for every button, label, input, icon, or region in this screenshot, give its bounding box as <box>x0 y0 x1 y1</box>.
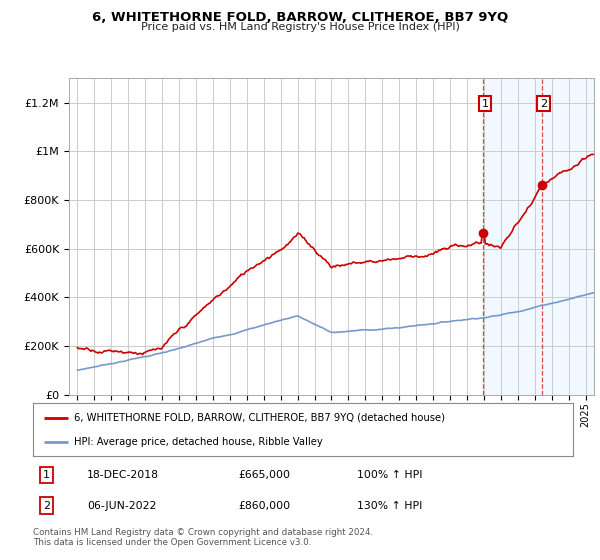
Text: 2: 2 <box>540 99 547 109</box>
Text: 6, WHITETHORNE FOLD, BARROW, CLITHEROE, BB7 9YQ: 6, WHITETHORNE FOLD, BARROW, CLITHEROE, … <box>92 11 508 24</box>
Text: Price paid vs. HM Land Registry's House Price Index (HPI): Price paid vs. HM Land Registry's House … <box>140 22 460 32</box>
Text: £860,000: £860,000 <box>238 501 290 511</box>
Text: 1: 1 <box>43 470 50 480</box>
Text: HPI: Average price, detached house, Ribble Valley: HPI: Average price, detached house, Ribb… <box>74 437 322 447</box>
Text: 130% ↑ HPI: 130% ↑ HPI <box>357 501 422 511</box>
Text: 6, WHITETHORNE FOLD, BARROW, CLITHEROE, BB7 9YQ (detached house): 6, WHITETHORNE FOLD, BARROW, CLITHEROE, … <box>74 413 445 423</box>
Text: 2: 2 <box>43 501 50 511</box>
Text: 18-DEC-2018: 18-DEC-2018 <box>87 470 159 480</box>
Text: 06-JUN-2022: 06-JUN-2022 <box>87 501 157 511</box>
Text: £665,000: £665,000 <box>238 470 290 480</box>
Text: 1: 1 <box>481 99 488 109</box>
Bar <box>483 78 594 395</box>
Text: Contains HM Land Registry data © Crown copyright and database right 2024.
This d: Contains HM Land Registry data © Crown c… <box>33 528 373 547</box>
Text: 100% ↑ HPI: 100% ↑ HPI <box>357 470 422 480</box>
